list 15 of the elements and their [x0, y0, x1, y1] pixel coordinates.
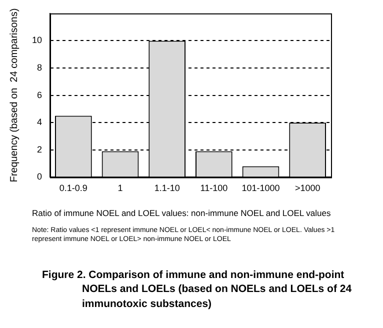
x-tick-label: 11-100 [200, 183, 228, 194]
x-tick-label: 1.1-10 [154, 183, 180, 194]
y-tick-label: 8 [36, 62, 42, 72]
y-tick-label: 10 [32, 35, 42, 46]
x-tick-label: >1000 [294, 183, 320, 194]
y-tick-label: 4 [36, 117, 42, 128]
x-tick-label: 101-1000 [242, 183, 280, 194]
x-tick-label: 0.1-0.9 [59, 183, 88, 194]
y-tick-label: 0 [36, 172, 42, 182]
y-tick-label: 2 [36, 144, 42, 154]
y-axis-title: Frequency (based on 24 comparisons) [8, 8, 20, 182]
x-axis-title: Ratio of immune NOEL and LOEL values: non-immune NOEL and LOEL values [32, 208, 332, 218]
text: Figure 2. Comparison of immune and non-immune end-point NOELs and LOELs (based on NOELs and LOELs of 24 immunotoxic substances) [42, 268, 353, 311]
y-tick-label: 6 [36, 90, 42, 100]
x-tick-label: 1 [118, 183, 123, 194]
